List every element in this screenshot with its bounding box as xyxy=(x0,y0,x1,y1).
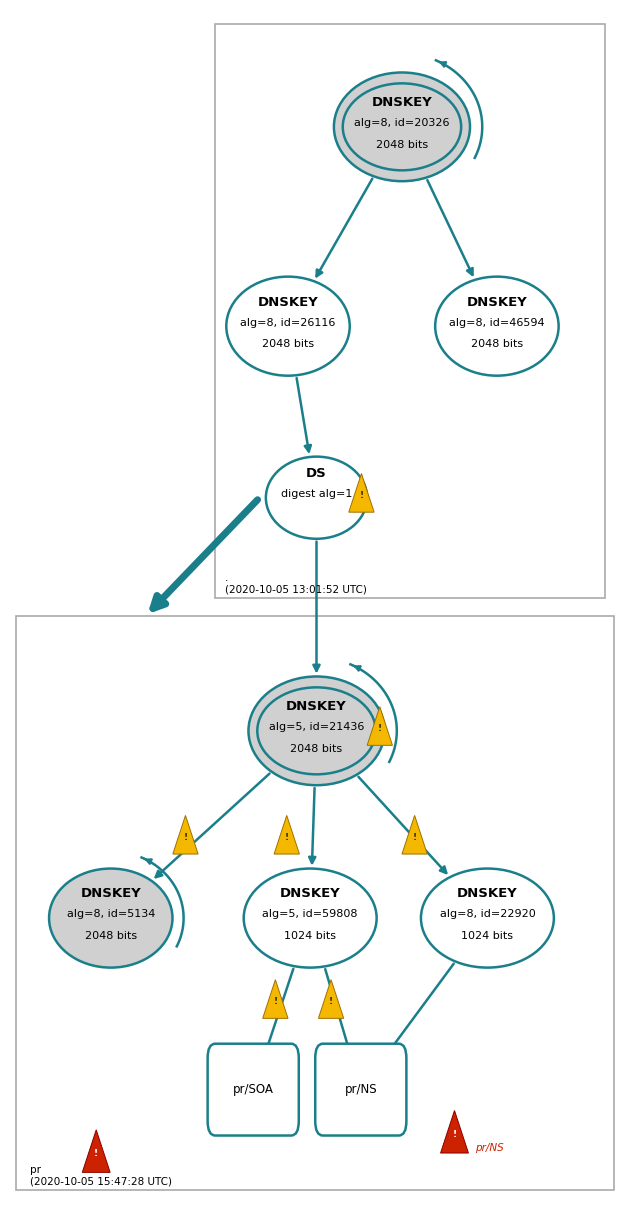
Ellipse shape xyxy=(244,869,377,968)
Text: !: ! xyxy=(94,1149,98,1158)
Text: !: ! xyxy=(273,997,277,1006)
Text: 2048 bits: 2048 bits xyxy=(262,339,314,349)
Text: DNSKEY: DNSKEY xyxy=(280,888,341,900)
Text: 1024 bits: 1024 bits xyxy=(461,931,513,941)
Text: DNSKEY: DNSKEY xyxy=(457,888,518,900)
Text: alg=8, id=46594: alg=8, id=46594 xyxy=(449,318,545,327)
Text: DNSKEY: DNSKEY xyxy=(467,296,527,308)
Text: 2048 bits: 2048 bits xyxy=(471,339,523,349)
Text: pr
(2020-10-05 15:47:28 UTC): pr (2020-10-05 15:47:28 UTC) xyxy=(30,1165,172,1186)
Text: !: ! xyxy=(184,832,187,842)
Polygon shape xyxy=(173,815,198,854)
Text: DNSKEY: DNSKEY xyxy=(372,97,432,109)
FancyBboxPatch shape xyxy=(315,1044,406,1136)
Ellipse shape xyxy=(421,869,554,968)
Text: digest alg=1: digest alg=1 xyxy=(281,489,352,499)
Polygon shape xyxy=(263,980,288,1018)
Text: DS: DS xyxy=(306,467,327,480)
Polygon shape xyxy=(274,815,299,854)
Text: DNSKEY: DNSKEY xyxy=(286,701,347,713)
Text: DNSKEY: DNSKEY xyxy=(258,296,318,308)
FancyBboxPatch shape xyxy=(208,1044,299,1136)
Text: pr/NS: pr/NS xyxy=(475,1143,503,1152)
Text: !: ! xyxy=(413,832,417,842)
Text: pr/NS: pr/NS xyxy=(344,1084,377,1096)
Bar xyxy=(16,616,614,1190)
Ellipse shape xyxy=(257,687,376,774)
Ellipse shape xyxy=(436,277,559,376)
Text: 2048 bits: 2048 bits xyxy=(376,140,428,150)
Text: alg=5, id=59808: alg=5, id=59808 xyxy=(263,910,358,919)
Text: !: ! xyxy=(453,1129,456,1139)
Polygon shape xyxy=(402,815,427,854)
Text: !: ! xyxy=(329,997,333,1006)
Text: alg=8, id=20326: alg=8, id=20326 xyxy=(354,118,449,128)
Text: !: ! xyxy=(378,724,382,733)
Text: !: ! xyxy=(360,490,363,500)
Ellipse shape xyxy=(342,83,461,170)
Text: 2048 bits: 2048 bits xyxy=(85,931,137,941)
Text: 1024 bits: 1024 bits xyxy=(284,931,336,941)
Ellipse shape xyxy=(49,869,173,968)
Text: 2048 bits: 2048 bits xyxy=(291,744,342,754)
Ellipse shape xyxy=(334,72,470,181)
Text: DNSKEY: DNSKEY xyxy=(80,888,141,900)
Text: alg=8, id=5134: alg=8, id=5134 xyxy=(66,910,155,919)
Polygon shape xyxy=(349,474,374,512)
Text: pr/SOA: pr/SOA xyxy=(233,1084,273,1096)
Text: alg=8, id=26116: alg=8, id=26116 xyxy=(241,318,335,327)
Text: alg=5, id=21436: alg=5, id=21436 xyxy=(269,722,364,732)
Text: !: ! xyxy=(285,832,289,842)
Ellipse shape xyxy=(227,277,349,376)
Text: .
(2020-10-05 13:01:52 UTC): . (2020-10-05 13:01:52 UTC) xyxy=(225,573,367,594)
Bar xyxy=(215,24,605,598)
Polygon shape xyxy=(441,1110,468,1152)
Ellipse shape xyxy=(266,457,367,539)
Polygon shape xyxy=(367,707,392,745)
Text: alg=8, id=22920: alg=8, id=22920 xyxy=(439,910,536,919)
Polygon shape xyxy=(82,1129,110,1172)
Ellipse shape xyxy=(248,676,385,785)
Polygon shape xyxy=(318,980,344,1018)
